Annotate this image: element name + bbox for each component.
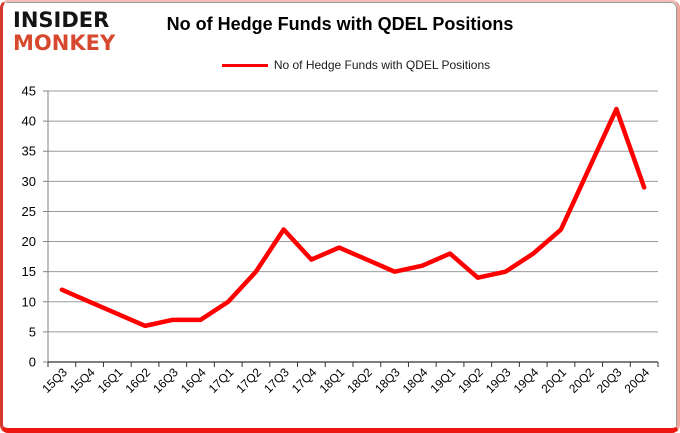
x-axis-category-label: 19Q1 xyxy=(428,365,459,396)
y-axis-tick-label: 20 xyxy=(22,234,36,249)
x-axis-category-label: 15Q4 xyxy=(67,365,98,396)
y-axis-tick-label: 10 xyxy=(22,294,36,309)
legend-label: No of Hedge Funds with QDEL Positions xyxy=(273,58,491,72)
x-axis-category-label: 20Q3 xyxy=(594,365,625,396)
y-axis-tick-label: 45 xyxy=(22,84,36,99)
y-axis-tick-label: 35 xyxy=(22,144,36,159)
series-line xyxy=(59,106,647,329)
x-axis-category-label: 16Q2 xyxy=(123,365,154,396)
axes xyxy=(43,90,659,367)
x-axis-category-label: 17Q3 xyxy=(261,365,292,396)
logo-line-insider: INSIDER xyxy=(13,8,110,32)
x-axis-category-label: 15Q3 xyxy=(39,365,70,396)
insider-monkey-logo: INSIDER MONKEY xyxy=(13,9,115,55)
x-axis-category-label: 17Q4 xyxy=(289,365,320,396)
x-axis-labels: 15Q315Q416Q116Q216Q316Q417Q117Q217Q317Q4… xyxy=(39,365,652,396)
logo-line-monkey: MONKEY xyxy=(13,31,116,55)
y-axis-tick-label: 15 xyxy=(22,264,36,279)
x-axis-category-label: 20Q1 xyxy=(538,365,569,396)
x-axis-category-label: 19Q2 xyxy=(455,365,486,396)
y-axis-tick-label: 25 xyxy=(22,204,36,219)
legend-line-swatch xyxy=(221,63,268,67)
x-axis-category-label: 18Q3 xyxy=(372,365,403,396)
x-axis-category-label: 19Q4 xyxy=(511,365,542,396)
x-axis-category-label: 17Q1 xyxy=(206,365,237,396)
x-axis-category-label: 17Q2 xyxy=(233,365,264,396)
x-axis-category-label: 20Q2 xyxy=(566,365,597,396)
y-axis-tick-label: 0 xyxy=(29,355,36,370)
x-axis-category-label: 18Q4 xyxy=(400,365,431,396)
y-axis-labels: 0 5 10 15 20 25 30 35 40 45 xyxy=(22,84,36,370)
series-lines xyxy=(59,106,647,329)
chart-title: No of Hedge Funds with QDEL Positions xyxy=(166,14,514,34)
x-axis-category-label: 18Q1 xyxy=(317,365,348,396)
x-axis-category-label: 20Q4 xyxy=(622,365,653,396)
chart-legend: No of Hedge Funds with QDEL Positions xyxy=(19,58,677,72)
gridlines xyxy=(48,90,658,333)
x-axis-category-label: 16Q1 xyxy=(95,365,126,396)
y-axis-tick-label: 40 xyxy=(22,114,36,129)
x-axis-category-label: 18Q2 xyxy=(344,365,375,396)
x-axis-category-label: 16Q3 xyxy=(150,365,181,396)
x-axis-category-label: 19Q3 xyxy=(483,365,514,396)
y-axis-tick-label: 30 xyxy=(22,174,36,189)
y-axis-tick-label: 5 xyxy=(29,324,36,339)
x-axis-category-label: 16Q4 xyxy=(178,365,209,396)
